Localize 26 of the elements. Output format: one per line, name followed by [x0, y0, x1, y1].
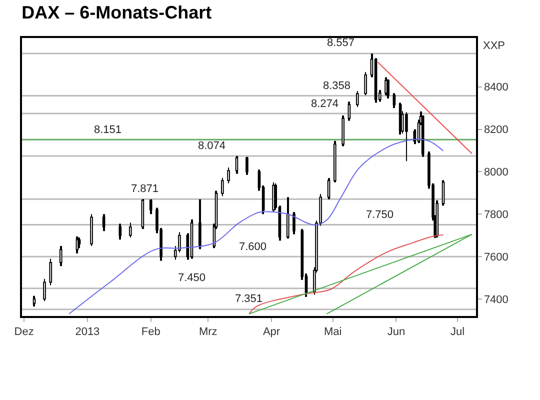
x-tick-label: Dez	[14, 326, 34, 338]
annotation: 8.557	[327, 37, 355, 49]
annotation: 7.450	[178, 272, 206, 284]
y-tick-label: 7400	[484, 294, 508, 306]
y-tick-label: 7800	[484, 208, 508, 221]
annotation: 7.750	[366, 209, 394, 221]
x-tick-label: Mrz	[198, 326, 218, 338]
x-tick-label: Mai	[324, 326, 342, 338]
y-axis-title: XXP	[483, 40, 506, 52]
x-tick-label: Jun	[387, 326, 406, 338]
chart-title: DAX – 6-Monats-Chart	[22, 2, 212, 23]
y-tick-label: 7600	[484, 251, 508, 264]
annotation: 8.274	[311, 98, 339, 110]
annotation: 8.151	[94, 124, 122, 136]
x-tick-label: Jul	[450, 326, 465, 338]
y-tick-label: 8400	[484, 82, 508, 94]
x-tick-label: Apr	[262, 326, 280, 338]
annotation: 8.074	[198, 140, 226, 152]
annotation: 7.871	[131, 183, 159, 195]
annotation: 8.358	[323, 80, 351, 92]
y-tick-label: 8000	[484, 166, 508, 179]
x-tick-label: Feb	[141, 326, 160, 338]
x-tick-label: 2013	[75, 326, 100, 338]
y-tick-label: 8200	[484, 124, 508, 136]
annotation: 7.351	[235, 293, 263, 305]
annotation: 7.600	[239, 241, 267, 253]
